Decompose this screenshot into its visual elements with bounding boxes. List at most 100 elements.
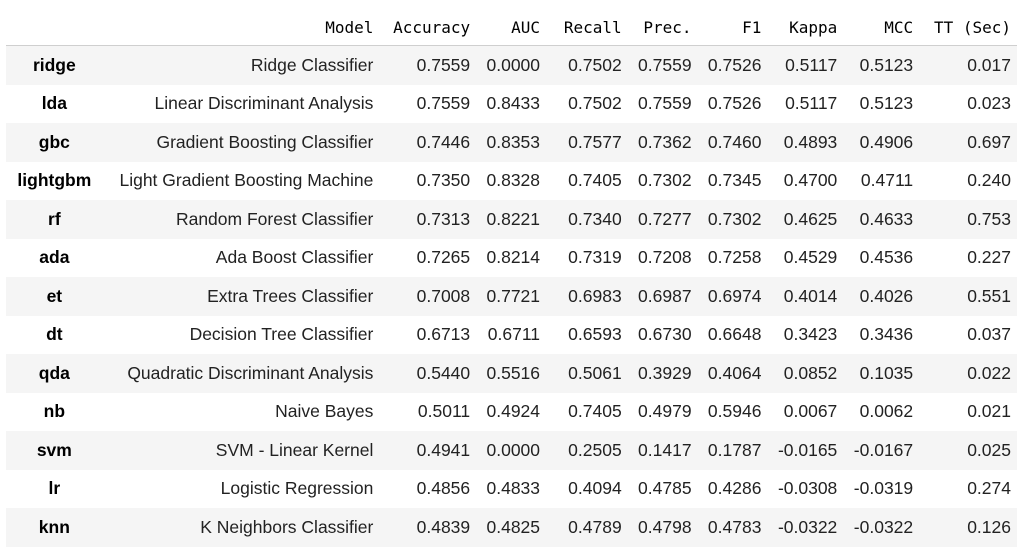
cell-model: SVM - Linear Kernel bbox=[215, 439, 374, 460]
cell-kappa: 0.4625 bbox=[783, 208, 838, 229]
cell-accuracy: 0.7446 bbox=[416, 131, 471, 152]
cell-f1: 0.5946 bbox=[707, 401, 762, 422]
table-row: knn K Neighbors Classifier 0.4839 0.4825… bbox=[6, 508, 1017, 547]
header-model: Model bbox=[102, 9, 380, 46]
cell-tt: 0.227 bbox=[967, 247, 1011, 268]
cell-recall: 0.4094 bbox=[568, 478, 622, 499]
cell-auc: 0.8328 bbox=[486, 170, 541, 191]
cell-auc: 0.0000 bbox=[486, 54, 541, 75]
cell-model: Extra Trees Classifier bbox=[207, 285, 374, 306]
cell-prec: 0.7559 bbox=[638, 93, 692, 114]
header-kappa: Kappa bbox=[767, 9, 844, 46]
cell-auc: 0.4833 bbox=[486, 478, 541, 499]
cell-recall: 0.4789 bbox=[568, 516, 622, 537]
cell-auc: 0.5516 bbox=[486, 362, 541, 383]
cell-accuracy: 0.4839 bbox=[416, 516, 471, 537]
cell-f1: 0.6648 bbox=[707, 324, 762, 345]
cell-model: Naive Bayes bbox=[275, 401, 374, 422]
header-recall: Recall bbox=[546, 9, 628, 46]
cell-accuracy: 0.7265 bbox=[416, 247, 471, 268]
cell-mcc: -0.0322 bbox=[853, 516, 914, 537]
cell-kappa: 0.4893 bbox=[783, 131, 838, 152]
table-row: qda Quadratic Discriminant Analysis 0.54… bbox=[6, 354, 1017, 393]
cell-f1: 0.7302 bbox=[707, 208, 762, 229]
table-row: dt Decision Tree Classifier 0.6713 0.671… bbox=[6, 315, 1017, 354]
cell-f1: 0.4286 bbox=[707, 478, 762, 499]
table-row: lr Logistic Regression 0.4856 0.4833 0.4… bbox=[6, 469, 1017, 508]
cell-accuracy: 0.7008 bbox=[416, 285, 471, 306]
cell-auc: 0.4825 bbox=[486, 516, 541, 537]
cell-recall: 0.6593 bbox=[568, 324, 622, 345]
cell-recall: 0.7577 bbox=[568, 131, 622, 152]
row-index: lr bbox=[48, 478, 61, 499]
cell-kappa: 0.3423 bbox=[783, 324, 838, 345]
table-row: lightgbm Light Gradient Boosting Machine… bbox=[6, 161, 1017, 200]
cell-auc: 0.8433 bbox=[486, 93, 541, 114]
cell-tt: 0.037 bbox=[967, 324, 1011, 345]
cell-f1: 0.7526 bbox=[707, 54, 762, 75]
cell-tt: 0.240 bbox=[967, 170, 1011, 191]
table-row: ada Ada Boost Classifier 0.7265 0.8214 0… bbox=[6, 238, 1017, 277]
cell-auc: 0.0000 bbox=[486, 439, 541, 460]
cell-model: Linear Discriminant Analysis bbox=[154, 93, 374, 114]
cell-auc: 0.8221 bbox=[486, 208, 541, 229]
cell-f1: 0.7526 bbox=[707, 93, 762, 114]
cell-prec: 0.7559 bbox=[638, 54, 692, 75]
cell-tt: 0.126 bbox=[967, 516, 1011, 537]
cell-mcc: 0.0062 bbox=[859, 401, 914, 422]
cell-kappa: 0.0852 bbox=[783, 362, 838, 383]
table-row: gbc Gradient Boosting Classifier 0.7446 … bbox=[6, 123, 1017, 162]
cell-model: Light Gradient Boosting Machine bbox=[119, 170, 374, 191]
header-accuracy: Accuracy bbox=[379, 9, 477, 46]
cell-mcc: 0.5123 bbox=[859, 54, 914, 75]
cell-auc: 0.4924 bbox=[486, 401, 541, 422]
cell-recall: 0.5061 bbox=[568, 362, 622, 383]
row-index: svm bbox=[36, 439, 72, 460]
cell-mcc: -0.0167 bbox=[853, 439, 914, 460]
cell-recall: 0.7405 bbox=[568, 170, 622, 191]
cell-model: Ada Boost Classifier bbox=[215, 247, 374, 268]
table-header: Model Accuracy AUC Recall Prec. F1 Kappa… bbox=[6, 9, 1017, 46]
cell-auc: 0.8353 bbox=[486, 131, 541, 152]
model-comparison-table: Model Accuracy AUC Recall Prec. F1 Kappa… bbox=[6, 9, 1017, 547]
cell-prec: 0.7302 bbox=[638, 170, 692, 191]
cell-kappa: -0.0165 bbox=[777, 439, 838, 460]
cell-tt: 0.697 bbox=[967, 131, 1011, 152]
header-mcc: MCC bbox=[843, 9, 920, 46]
cell-recall: 0.7502 bbox=[568, 93, 622, 114]
header-tt-sec: TT (Sec) bbox=[919, 9, 1017, 46]
cell-kappa: -0.0322 bbox=[777, 516, 838, 537]
cell-accuracy: 0.7313 bbox=[416, 208, 471, 229]
row-index: nb bbox=[43, 401, 66, 422]
cell-recall: 0.7405 bbox=[568, 401, 622, 422]
cell-kappa: 0.4700 bbox=[783, 170, 838, 191]
cell-model: Ridge Classifier bbox=[250, 54, 374, 75]
row-index: knn bbox=[38, 516, 70, 537]
cell-kappa: 0.4014 bbox=[783, 285, 838, 306]
row-index: rf bbox=[48, 208, 61, 229]
cell-prec: 0.7362 bbox=[638, 131, 692, 152]
table-row: rf Random Forest Classifier 0.7313 0.822… bbox=[6, 200, 1017, 239]
cell-tt: 0.017 bbox=[967, 54, 1011, 75]
cell-accuracy: 0.7559 bbox=[416, 54, 471, 75]
cell-tt: 0.023 bbox=[967, 93, 1011, 114]
cell-accuracy: 0.5011 bbox=[417, 401, 471, 422]
cell-mcc: 0.4536 bbox=[859, 247, 914, 268]
cell-auc: 0.6711 bbox=[487, 324, 541, 345]
cell-prec: 0.4785 bbox=[638, 478, 692, 499]
cell-f1: 0.7258 bbox=[707, 247, 762, 268]
cell-prec: 0.4798 bbox=[638, 516, 692, 537]
cell-mcc: -0.0319 bbox=[853, 478, 914, 499]
cell-model: Decision Tree Classifier bbox=[189, 324, 374, 345]
cell-recall: 0.7319 bbox=[568, 247, 622, 268]
cell-auc: 0.7721 bbox=[486, 285, 541, 306]
header-index bbox=[6, 9, 103, 46]
cell-prec: 0.3929 bbox=[638, 362, 692, 383]
cell-recall: 0.7502 bbox=[568, 54, 622, 75]
table-row: lda Linear Discriminant Analysis 0.7559 … bbox=[6, 84, 1017, 123]
cell-mcc: 0.1035 bbox=[859, 362, 914, 383]
cell-mcc: 0.3436 bbox=[859, 324, 914, 345]
cell-kappa: 0.5117 bbox=[785, 54, 838, 75]
cell-mcc: 0.4711 bbox=[860, 170, 914, 191]
cell-recall: 0.7340 bbox=[568, 208, 622, 229]
